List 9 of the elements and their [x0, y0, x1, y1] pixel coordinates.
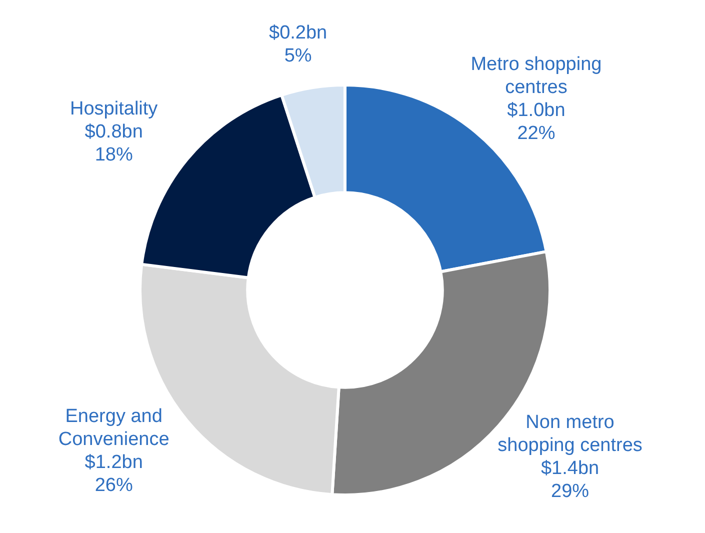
data-label: $0.8bn 18%	[84, 122, 143, 166]
slice-label: Non metro shopping centres	[498, 412, 642, 456]
data-label: $0.2bn 5%	[269, 22, 328, 67]
data-label: $1.4bn 29%	[540, 458, 600, 502]
slice-label: Metro shopping centres	[470, 54, 602, 98]
data-label: $1.2bn 26%	[84, 452, 143, 496]
slice-label: Hospitality	[70, 98, 158, 120]
slice-label: Energy and Convenience	[58, 406, 170, 450]
data-label: $1.0bn 22%	[507, 100, 566, 144]
